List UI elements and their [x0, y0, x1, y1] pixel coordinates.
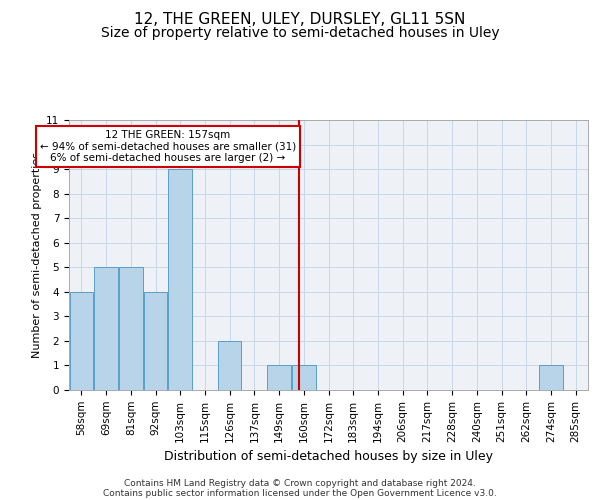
Bar: [144, 292, 167, 390]
Text: Size of property relative to semi-detached houses in Uley: Size of property relative to semi-detach…: [101, 26, 499, 40]
Bar: [70, 292, 93, 390]
Bar: [119, 268, 143, 390]
Text: 12, THE GREEN, ULEY, DURSLEY, GL11 5SN: 12, THE GREEN, ULEY, DURSLEY, GL11 5SN: [134, 12, 466, 28]
Bar: [169, 169, 192, 390]
Text: Contains HM Land Registry data © Crown copyright and database right 2024.: Contains HM Land Registry data © Crown c…: [124, 478, 476, 488]
Bar: [218, 341, 241, 390]
Bar: [539, 366, 563, 390]
Text: 12 THE GREEN: 157sqm
← 94% of semi-detached houses are smaller (31)
6% of semi-d: 12 THE GREEN: 157sqm ← 94% of semi-detac…: [40, 130, 296, 163]
Y-axis label: Number of semi-detached properties: Number of semi-detached properties: [32, 152, 42, 358]
Bar: [292, 366, 316, 390]
Bar: [268, 366, 291, 390]
Text: Contains public sector information licensed under the Open Government Licence v3: Contains public sector information licen…: [103, 488, 497, 498]
X-axis label: Distribution of semi-detached houses by size in Uley: Distribution of semi-detached houses by …: [164, 450, 493, 463]
Bar: [94, 268, 118, 390]
